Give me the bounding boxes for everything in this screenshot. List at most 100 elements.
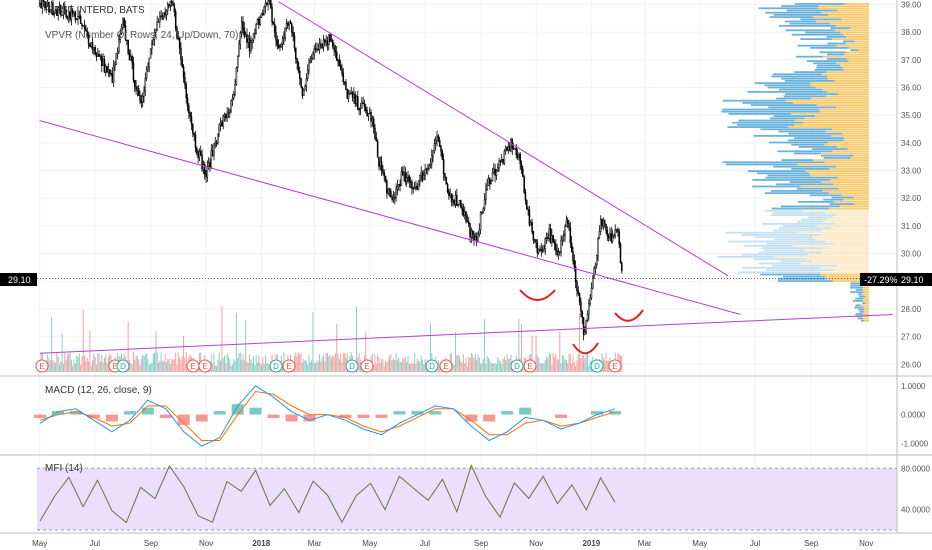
event-marker [116,359,130,373]
macd-histogram-bar [465,414,478,422]
event-marker [35,359,49,373]
volume-bar [571,363,573,372]
candle-body [333,45,335,51]
y-tick-label: 40.0000 [901,505,930,514]
volume-bar [465,357,467,372]
candle-body [458,200,461,205]
candle-body [611,235,614,242]
candle-body [127,39,129,54]
profile-row-up [727,126,789,128]
volume-bar [233,359,235,372]
candle-body [514,147,516,150]
profile-row-up [784,93,839,95]
candle-body [380,161,383,170]
candle-body [74,11,77,21]
profile-row-down [837,9,869,12]
volume-bar [64,352,66,372]
volume-bar [56,352,58,372]
profile-row-up [722,99,786,102]
profile-row-up [791,143,825,146]
candle-body [276,39,279,46]
volume-bar [550,354,552,372]
candle-body [375,137,378,142]
volume-bar [295,352,297,372]
candle-body [285,23,288,29]
profile-row-up [791,168,830,170]
candle-body [275,32,277,41]
candle-body [207,162,210,167]
volume-bar [334,353,336,372]
candle-body [328,34,330,45]
x-tick-label: Sep [474,539,489,548]
macd-histogram-bar [159,414,172,419]
profile-row-down [843,33,869,36]
candle-body [317,48,319,51]
volume-bar [453,364,455,372]
candle-body [566,219,569,224]
candle-body [555,243,557,251]
volume-bar [169,363,171,372]
profile-row-down [815,115,869,117]
candle-body [155,29,157,33]
profile-row-up [772,264,838,267]
candle-body [502,158,504,164]
profile-row-up [750,104,817,106]
profile-row-up [772,212,827,214]
volume-bar [77,356,79,372]
volume-bar [136,355,138,372]
candle-body [308,61,310,71]
volume-bar [548,352,550,372]
profile-row-down [844,53,869,56]
candle-body [170,1,173,4]
event-marker-label: E [443,362,448,371]
profile-row-up [788,132,843,135]
profile-row-down [850,157,869,159]
profile-row-down [826,212,869,214]
profile-row-up [778,278,826,280]
candle-body [71,9,74,14]
profile-row-up [791,33,844,36]
candle-body [358,109,360,111]
profile-row-down [837,264,869,267]
volume-bar [374,354,376,372]
volume-bar [60,361,62,372]
candle-body [172,2,174,6]
volume-bar [423,364,425,372]
candle-body [38,3,41,5]
profile-row-down [815,238,869,241]
macd-line [39,385,616,447]
volume-bar [305,360,307,372]
candle-body [470,230,473,238]
profile-row-down [841,18,869,21]
profile-row-down [832,216,869,219]
volume-bar [326,352,328,372]
volume-bar [165,362,167,372]
candle-body [122,18,124,29]
volume-bar [510,354,512,372]
mfi-line [39,464,616,524]
volume-bar [552,352,554,372]
candle-body [471,230,474,235]
profile-row-up [761,247,822,249]
profile-row-down [840,64,869,67]
candle-body [329,34,331,42]
profile-row-up [776,183,834,186]
candle-body [606,230,609,236]
candle-body [197,152,199,159]
volume-bar [584,357,586,372]
candle-body [236,55,239,68]
candle-body [376,140,379,158]
candle-body [258,18,260,25]
volume-bar [84,355,86,372]
candle-body [599,218,602,232]
volume-bar [167,358,169,372]
candle-body [557,251,560,255]
profile-row-down [865,295,869,298]
volume-bar [62,364,64,372]
profile-row-down [774,256,869,258]
volume-bar [307,364,309,372]
candle-body [342,72,345,82]
volume-bar [55,362,57,372]
candle-body [65,9,67,17]
y-tick-label: 0.0000 [901,411,926,420]
